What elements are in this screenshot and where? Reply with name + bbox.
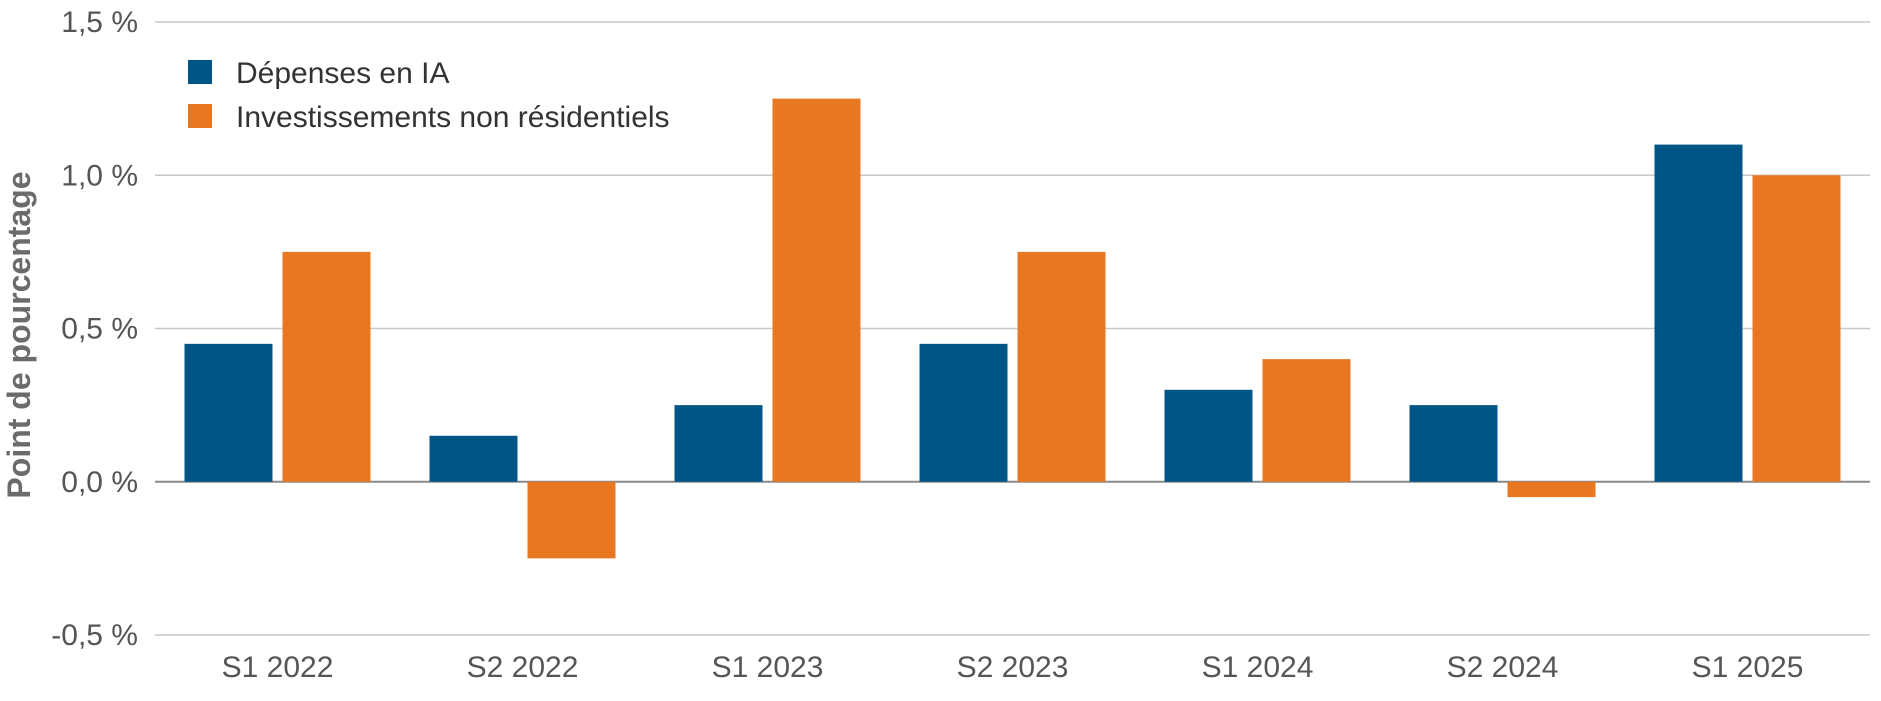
y-tick-labels: -0,5 % 0,0 % 0,5 % 1,0 % 1,5 % — [51, 6, 138, 652]
x-tick-label: S2 2023 — [957, 651, 1069, 684]
y-tick-label: 1,0 % — [61, 159, 138, 192]
legend-label-nonresidential-investment: Investissements non résidentiels — [236, 101, 670, 134]
bar-nonresidential-investment — [1017, 251, 1106, 482]
bars — [184, 98, 1841, 559]
y-tick-label: 1,5 % — [61, 6, 138, 39]
y-axis-title: Point de pourcentage — [1, 171, 37, 498]
gridlines — [155, 21, 1870, 636]
y-tick-label: 0,5 % — [61, 313, 138, 346]
bar-nonresidential-investment — [1262, 359, 1351, 482]
bar-nonresidential-investment — [282, 251, 371, 482]
bar-ai-spending — [1654, 144, 1743, 482]
x-tick-label: S2 2024 — [1447, 651, 1559, 684]
y-tick-label: -0,5 % — [51, 619, 138, 652]
x-tick-label: S1 2023 — [712, 651, 824, 684]
legend: Dépenses en IA Investissements non résid… — [188, 57, 670, 134]
x-tick-label: S1 2025 — [1692, 651, 1804, 684]
bar-ai-spending — [184, 343, 273, 482]
bar-nonresidential-investment — [772, 98, 861, 482]
bar-ai-spending — [674, 405, 763, 482]
bar-ai-spending — [1164, 389, 1253, 482]
bar-ai-spending — [919, 343, 1008, 482]
legend-label-ai-spending: Dépenses en IA — [236, 57, 449, 90]
bar-nonresidential-investment — [1507, 481, 1596, 498]
bar-ai-spending — [429, 435, 518, 482]
x-tick-label: S2 2022 — [467, 651, 579, 684]
legend-swatch-ai-spending — [188, 60, 212, 84]
x-tick-labels: S1 2022 S2 2022 S1 2023 S2 2023 S1 2024 S2 20… — [222, 651, 1804, 684]
bar-nonresidential-investment — [527, 481, 616, 559]
bar-nonresidential-investment — [1752, 175, 1841, 482]
y-tick-label: 0,0 % — [61, 466, 138, 499]
bar-ai-spending — [1409, 405, 1498, 482]
x-tick-label: S1 2024 — [1202, 651, 1314, 684]
legend-swatch-nonresidential-investment — [188, 104, 212, 128]
x-tick-label: S1 2022 — [222, 651, 334, 684]
